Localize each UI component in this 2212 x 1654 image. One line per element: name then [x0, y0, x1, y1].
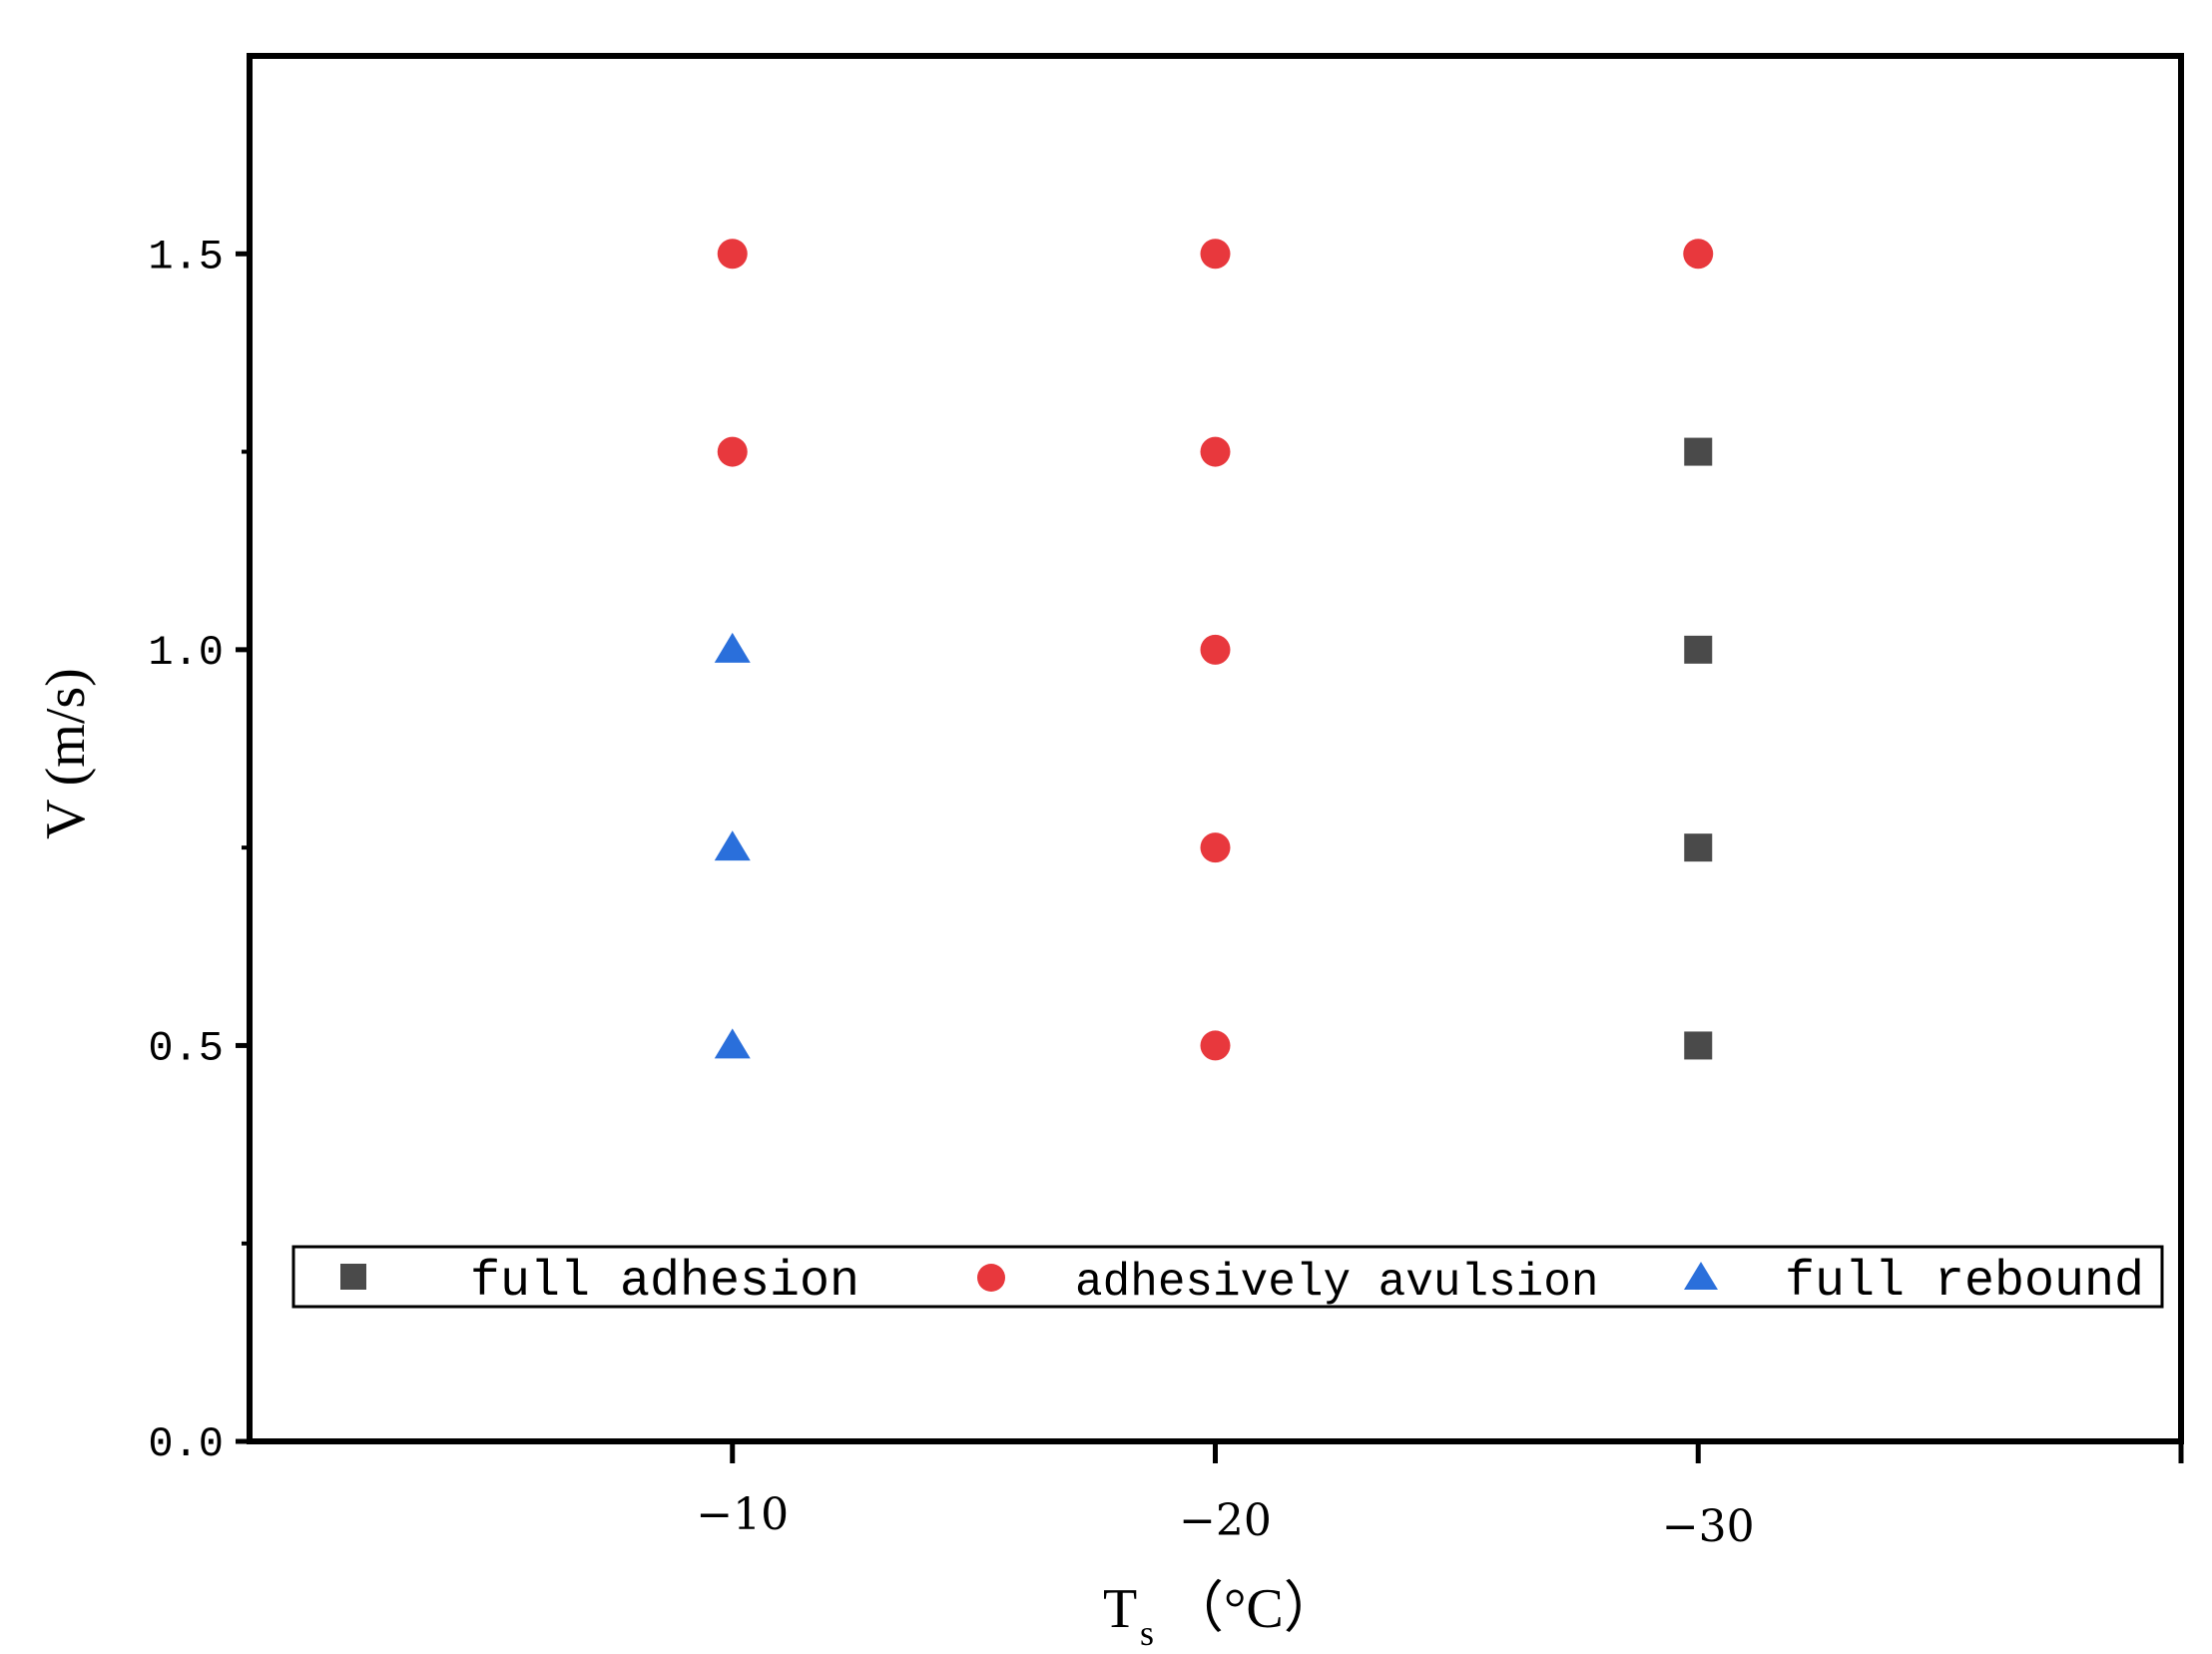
y-tick-label: 1.0: [148, 629, 224, 677]
x-axis-title-subscript: s: [1140, 1613, 1154, 1653]
legend-marker-full-rebound: [1684, 1262, 1718, 1290]
x-tick-label: −20: [1179, 1495, 1272, 1546]
x-axis-title-unit: （°C）: [1168, 1578, 1340, 1640]
point-adhesively-avulsion: [1200, 634, 1231, 665]
point-adhesively-avulsion: [717, 436, 748, 467]
legend-box: [291, 1245, 2164, 1309]
data-points: [714, 239, 1714, 1061]
point-full-rebound: [714, 632, 751, 663]
x-axis-title-main: T: [1103, 1578, 1137, 1640]
y-axis-title: V (m/s): [35, 668, 97, 839]
legend-label-adhesively-avulsion: adhesively avulsion: [1075, 1257, 1599, 1309]
point-adhesively-avulsion: [1683, 239, 1714, 270]
point-full-rebound: [714, 1028, 751, 1059]
legend-label-full-adhesion: full adhesion: [470, 1254, 859, 1311]
x-tick-label: −30: [1662, 1501, 1755, 1552]
x-tick-label: −10: [696, 1489, 789, 1540]
point-adhesively-avulsion: [1200, 832, 1231, 863]
point-full-adhesion: [1684, 635, 1713, 664]
legend-label-full-rebound: full rebound: [1785, 1254, 2144, 1311]
point-full-rebound: [714, 830, 751, 861]
y-tick-label: 1.5: [148, 233, 224, 280]
x-axis-title: T s （°C）: [1103, 1578, 1340, 1653]
legend-marker-adhesively-avulsion: [977, 1264, 1005, 1292]
point-full-adhesion: [1684, 1031, 1713, 1060]
point-adhesively-avulsion: [1200, 239, 1231, 270]
legend: full adhesion adhesively avulsion full r…: [291, 1245, 2164, 1311]
point-full-adhesion: [1684, 833, 1713, 862]
point-full-adhesion: [1684, 437, 1713, 466]
y-tick-label: 0.0: [148, 1420, 224, 1468]
axis-ticks: −10 −20 −30 0.0 0.5 1.0 1.5: [148, 233, 2184, 1552]
legend-marker-full-adhesion: [340, 1264, 366, 1290]
point-adhesively-avulsion: [1200, 436, 1231, 467]
point-adhesively-avulsion: [717, 239, 748, 270]
y-tick-label: 0.5: [148, 1024, 224, 1072]
point-adhesively-avulsion: [1200, 1030, 1231, 1061]
